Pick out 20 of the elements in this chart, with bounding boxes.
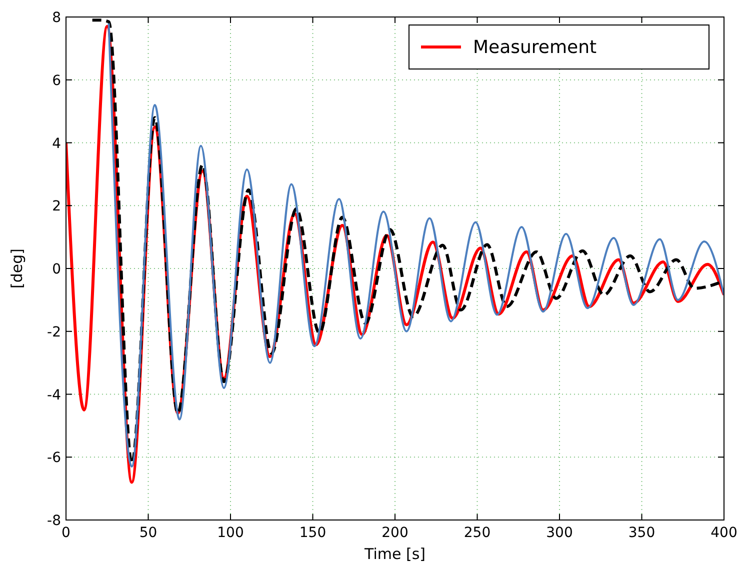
x-tick-label: 350 xyxy=(628,525,656,541)
y-tick-label: 4 xyxy=(52,136,62,152)
y-axis-title: [deg] xyxy=(8,248,26,288)
y-tick-label: 8 xyxy=(52,10,61,26)
legend-label: Measurement xyxy=(473,37,597,58)
x-tick-label: 300 xyxy=(546,525,573,541)
x-axis-title: Time [s] xyxy=(364,545,426,563)
x-tick-label: 250 xyxy=(464,525,491,541)
y-tick-label: 6 xyxy=(52,72,62,89)
x-tick-label: 50 xyxy=(139,525,158,541)
y-tick-label: 2 xyxy=(52,198,61,215)
y-tick-label: -8 xyxy=(47,513,61,529)
x-tick-label: 200 xyxy=(382,525,408,541)
x-tick-label: 400 xyxy=(710,525,738,541)
y-tick-label: -4 xyxy=(47,387,62,404)
x-tick-label: 100 xyxy=(217,525,244,541)
y-tick-label: -6 xyxy=(47,450,62,466)
y-tick-label: 0 xyxy=(52,262,61,278)
x-tick-label: 150 xyxy=(299,525,326,541)
y-tick-label: -2 xyxy=(47,324,61,340)
